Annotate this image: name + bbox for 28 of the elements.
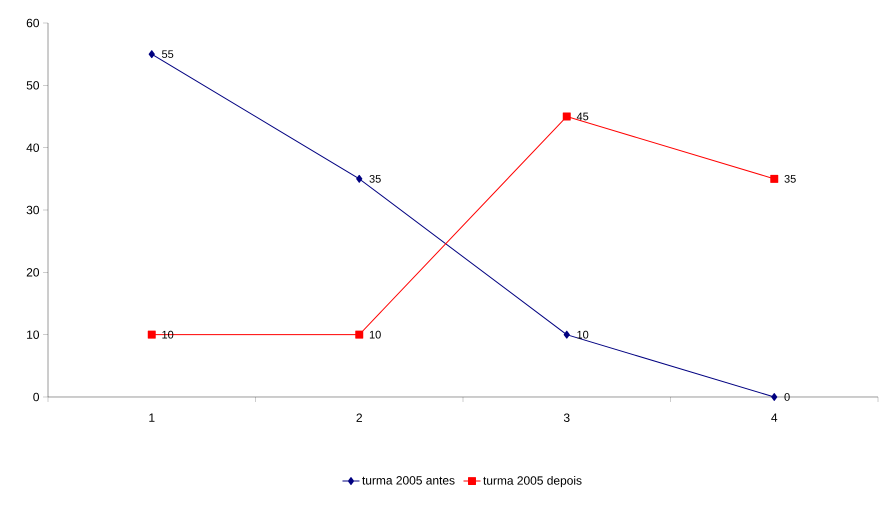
y-tick-label: 40 <box>26 143 40 152</box>
data-label: 35 <box>369 174 381 183</box>
x-tick-label: 2 <box>356 413 362 422</box>
point <box>771 393 778 401</box>
point <box>148 330 156 339</box>
x-tick-label: 4 <box>771 413 778 422</box>
point <box>356 174 362 183</box>
point <box>562 112 571 120</box>
point <box>770 174 778 183</box>
point <box>355 330 364 339</box>
x-tick-label: 3 <box>564 413 570 422</box>
data-label: 45 <box>576 112 588 120</box>
y-tick-label: 20 <box>26 268 40 277</box>
x-tick-label: 1 <box>149 413 154 422</box>
y-tick-label: 60 <box>26 18 40 28</box>
y-tick-label: 0 <box>33 392 40 402</box>
legend-label: turma 2005 depois <box>483 476 582 488</box>
point <box>148 50 155 58</box>
y-tick-label: 30 <box>26 206 40 214</box>
data-label: 35 <box>784 174 796 183</box>
data-label: 10 <box>577 330 588 339</box>
point <box>564 330 570 339</box>
data-label: 0 <box>784 393 790 401</box>
data-label: 55 <box>162 50 174 58</box>
y-tick-label: 50 <box>26 81 40 90</box>
legend-label: turma 2005 antes <box>362 476 455 485</box>
data-label: 10 <box>370 330 381 339</box>
y-tick-label: 10 <box>27 330 40 339</box>
